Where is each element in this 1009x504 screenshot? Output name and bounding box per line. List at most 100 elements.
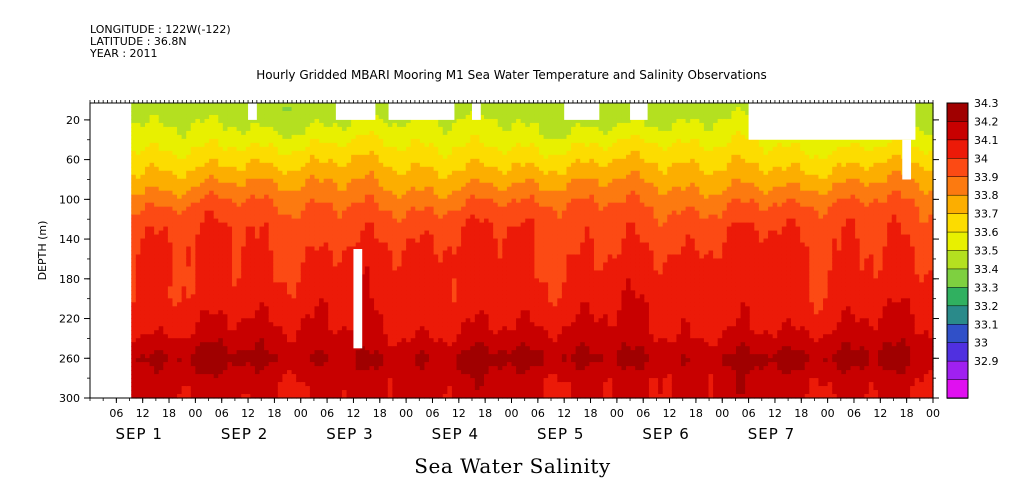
heatmap-cell xyxy=(401,194,407,200)
heatmap-cell xyxy=(396,314,403,319)
heatmap-cell xyxy=(332,378,338,383)
heatmap-cell xyxy=(149,202,155,208)
heatmap-cell xyxy=(415,298,421,303)
heatmap-cell xyxy=(374,150,380,156)
heatmap-cell xyxy=(429,186,435,192)
heatmap-cell xyxy=(364,174,371,180)
heatmap-cell xyxy=(213,314,219,319)
heatmap-cell xyxy=(264,286,270,291)
heatmap-cell xyxy=(415,178,421,184)
heatmap-cell xyxy=(167,146,174,152)
heatmap-cell xyxy=(328,230,334,236)
heatmap-cell xyxy=(309,174,316,180)
heatmap-cell xyxy=(209,222,215,228)
heatmap-cell xyxy=(387,306,393,311)
heatmap-cell xyxy=(341,146,348,152)
heatmap-cell xyxy=(140,106,146,112)
heatmap-cell xyxy=(163,114,169,120)
heatmap-cell xyxy=(277,370,284,375)
heatmap-cell xyxy=(190,378,196,383)
heatmap-cell xyxy=(172,298,178,303)
heatmap-cell xyxy=(181,222,187,228)
heatmap-cell xyxy=(154,190,160,196)
heatmap-cell xyxy=(222,246,229,252)
heatmap-cell xyxy=(140,198,146,204)
heatmap-cell xyxy=(415,282,421,287)
heatmap-cell xyxy=(374,362,380,367)
heatmap-cell xyxy=(204,278,210,283)
heatmap-cell xyxy=(410,154,416,160)
heatmap-cell xyxy=(360,126,366,132)
heatmap-cell xyxy=(158,154,164,160)
heatmap-cell xyxy=(264,106,270,112)
heatmap-cell xyxy=(332,110,338,116)
heatmap-cell xyxy=(245,314,251,319)
heatmap-cell xyxy=(254,194,261,200)
heatmap-cell xyxy=(131,378,137,383)
heatmap-cell xyxy=(328,234,334,240)
heatmap-cell xyxy=(259,122,265,128)
heatmap-cell xyxy=(355,118,361,124)
heatmap-cell xyxy=(254,366,261,371)
heatmap-cell xyxy=(158,234,164,240)
heatmap-cell xyxy=(396,390,403,395)
heatmap-cell xyxy=(433,134,439,140)
heatmap-cell xyxy=(415,342,421,347)
heatmap-cell xyxy=(186,318,192,323)
heatmap-cell xyxy=(277,174,284,180)
heatmap-cell xyxy=(305,242,311,248)
heatmap-cell xyxy=(250,306,256,311)
heatmap-cell xyxy=(433,162,439,168)
heatmap-cell xyxy=(213,390,219,395)
heatmap-cell xyxy=(144,258,151,264)
heatmap-cell xyxy=(149,366,155,371)
heatmap-cell xyxy=(429,202,435,208)
heatmap-cell xyxy=(140,330,146,335)
heatmap-cell xyxy=(438,154,444,160)
heatmap-cell xyxy=(433,378,439,383)
heatmap-cell xyxy=(218,286,224,291)
heatmap-cell xyxy=(254,170,261,176)
heatmap-cell xyxy=(282,122,288,128)
heatmap-cell xyxy=(144,390,151,395)
heatmap-cell xyxy=(195,274,201,280)
heatmap-cell xyxy=(392,258,398,264)
heatmap-cell xyxy=(305,122,311,128)
heatmap-cell xyxy=(158,354,164,359)
heatmap-cell xyxy=(438,146,444,152)
heatmap-cell xyxy=(291,326,297,331)
heatmap-cell xyxy=(222,158,229,164)
heatmap-cell xyxy=(319,194,325,200)
heatmap-cell xyxy=(364,118,371,124)
heatmap-cell xyxy=(392,178,398,184)
heatmap-cell xyxy=(149,146,155,152)
heatmap-cell xyxy=(163,314,169,319)
heatmap-cell xyxy=(424,286,430,291)
heatmap-cell xyxy=(346,394,352,399)
heatmap-cell xyxy=(222,270,229,276)
heatmap-cell xyxy=(328,166,334,172)
heatmap-cell xyxy=(433,238,439,244)
heatmap-cell xyxy=(287,166,293,172)
heatmap-cell xyxy=(273,382,279,387)
heatmap-cell xyxy=(259,254,265,260)
heatmap-cell xyxy=(163,250,169,256)
heatmap-cell xyxy=(199,282,206,287)
heatmap-cell xyxy=(199,146,206,152)
heatmap-cell xyxy=(218,218,224,224)
heatmap-cell xyxy=(144,170,151,176)
heatmap-cell xyxy=(177,154,183,160)
heatmap-cell xyxy=(245,154,251,160)
heatmap-cell xyxy=(254,306,261,311)
heatmap-cell xyxy=(369,142,375,148)
heatmap-cell xyxy=(287,322,293,327)
heatmap-cell xyxy=(424,358,430,363)
heatmap-cell xyxy=(158,103,164,108)
heatmap-cell xyxy=(378,386,384,391)
heatmap-cell xyxy=(259,202,265,208)
heatmap-cell xyxy=(406,342,412,347)
heatmap-cell xyxy=(213,330,219,335)
heatmap-cell xyxy=(392,190,398,196)
heatmap-cell xyxy=(433,294,439,299)
heatmap-cell xyxy=(378,134,384,140)
